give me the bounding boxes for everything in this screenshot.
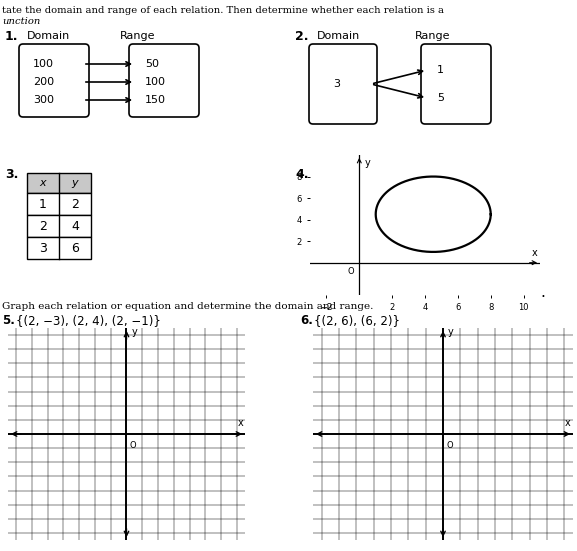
Text: {(2, 6), (6, 2)}: {(2, 6), (6, 2)} [314, 314, 400, 327]
Text: 150: 150 [145, 95, 166, 105]
Text: 5.: 5. [2, 314, 15, 327]
Text: 50: 50 [145, 59, 159, 69]
Text: 100: 100 [145, 77, 166, 87]
Text: Domain: Domain [317, 31, 360, 41]
Text: O: O [447, 441, 453, 450]
FancyBboxPatch shape [421, 44, 491, 124]
Text: tate the domain and range of each relation. Then determine whether each relation: tate the domain and range of each relati… [2, 6, 444, 15]
Text: y: y [448, 327, 454, 337]
FancyBboxPatch shape [129, 44, 199, 117]
Text: .: . [540, 285, 545, 300]
Text: x: x [565, 418, 571, 428]
Text: 3: 3 [333, 79, 340, 89]
Text: O: O [348, 267, 354, 276]
Text: Graph each relation or equation and determine the domain and range.: Graph each relation or equation and dete… [2, 302, 373, 311]
Text: 4: 4 [71, 219, 79, 233]
Text: 200: 200 [33, 77, 54, 87]
Text: x: x [40, 178, 46, 188]
Text: 1.: 1. [5, 30, 18, 43]
Text: Range: Range [415, 31, 451, 41]
Bar [27, 215, 91, 237]
Bar [27, 193, 91, 215]
Text: 1: 1 [39, 197, 47, 210]
Text: y: y [364, 158, 370, 168]
Text: 5: 5 [437, 93, 444, 103]
Text: 1: 1 [437, 65, 444, 75]
Text: 6: 6 [71, 241, 79, 255]
Text: 2.: 2. [295, 30, 309, 43]
FancyBboxPatch shape [19, 44, 89, 117]
Text: 300: 300 [33, 95, 54, 105]
Text: {(2, −3), (2, 4), (2, −1)}: {(2, −3), (2, 4), (2, −1)} [16, 314, 161, 327]
Text: 6.: 6. [300, 314, 313, 327]
FancyBboxPatch shape [309, 44, 377, 124]
Text: unction: unction [2, 17, 40, 26]
Text: 2: 2 [39, 219, 47, 233]
Text: 4.: 4. [295, 168, 309, 181]
Text: O: O [130, 441, 136, 450]
Text: 3: 3 [39, 241, 47, 255]
Text: 3.: 3. [5, 168, 18, 181]
Text: y: y [72, 178, 78, 188]
Bar [27, 237, 91, 259]
Text: Domain: Domain [27, 31, 70, 41]
Text: x: x [237, 418, 243, 428]
Text: 2: 2 [71, 197, 79, 210]
Text: Range: Range [120, 31, 155, 41]
Text: x: x [532, 249, 538, 258]
Text: y: y [131, 327, 137, 337]
Bar [27, 173, 91, 193]
Text: 100: 100 [33, 59, 54, 69]
